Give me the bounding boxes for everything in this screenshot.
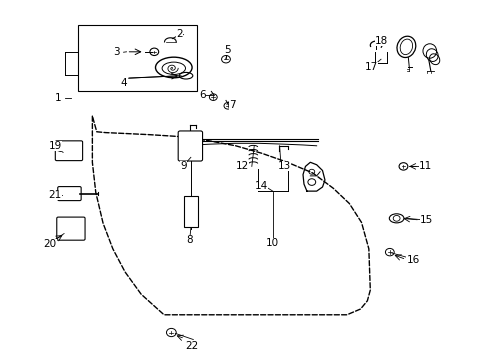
- Text: 6: 6: [199, 90, 206, 100]
- Text: 18: 18: [374, 36, 387, 46]
- Text: 1: 1: [55, 93, 61, 103]
- Text: 9: 9: [180, 161, 186, 171]
- Text: 19: 19: [48, 141, 61, 151]
- Text: 21: 21: [48, 190, 61, 200]
- FancyBboxPatch shape: [57, 217, 85, 240]
- FancyBboxPatch shape: [178, 131, 202, 161]
- Text: 4: 4: [120, 78, 126, 88]
- Text: 12: 12: [236, 161, 249, 171]
- Bar: [183, 197, 198, 228]
- Text: 3: 3: [113, 47, 119, 57]
- Text: 7: 7: [228, 100, 235, 109]
- FancyBboxPatch shape: [58, 186, 81, 201]
- Text: 11: 11: [418, 161, 431, 171]
- Text: 15: 15: [419, 215, 432, 225]
- Text: 20: 20: [43, 239, 57, 249]
- Text: 2: 2: [176, 29, 183, 39]
- FancyBboxPatch shape: [55, 141, 82, 161]
- Text: 5: 5: [224, 45, 230, 55]
- Text: 10: 10: [265, 238, 279, 248]
- Bar: [78, 26, 196, 91]
- Text: 8: 8: [186, 235, 193, 245]
- Text: 13: 13: [277, 161, 290, 171]
- Text: 14: 14: [254, 181, 267, 191]
- Text: 16: 16: [406, 255, 419, 265]
- Text: 22: 22: [184, 341, 198, 351]
- Text: 17: 17: [364, 63, 377, 72]
